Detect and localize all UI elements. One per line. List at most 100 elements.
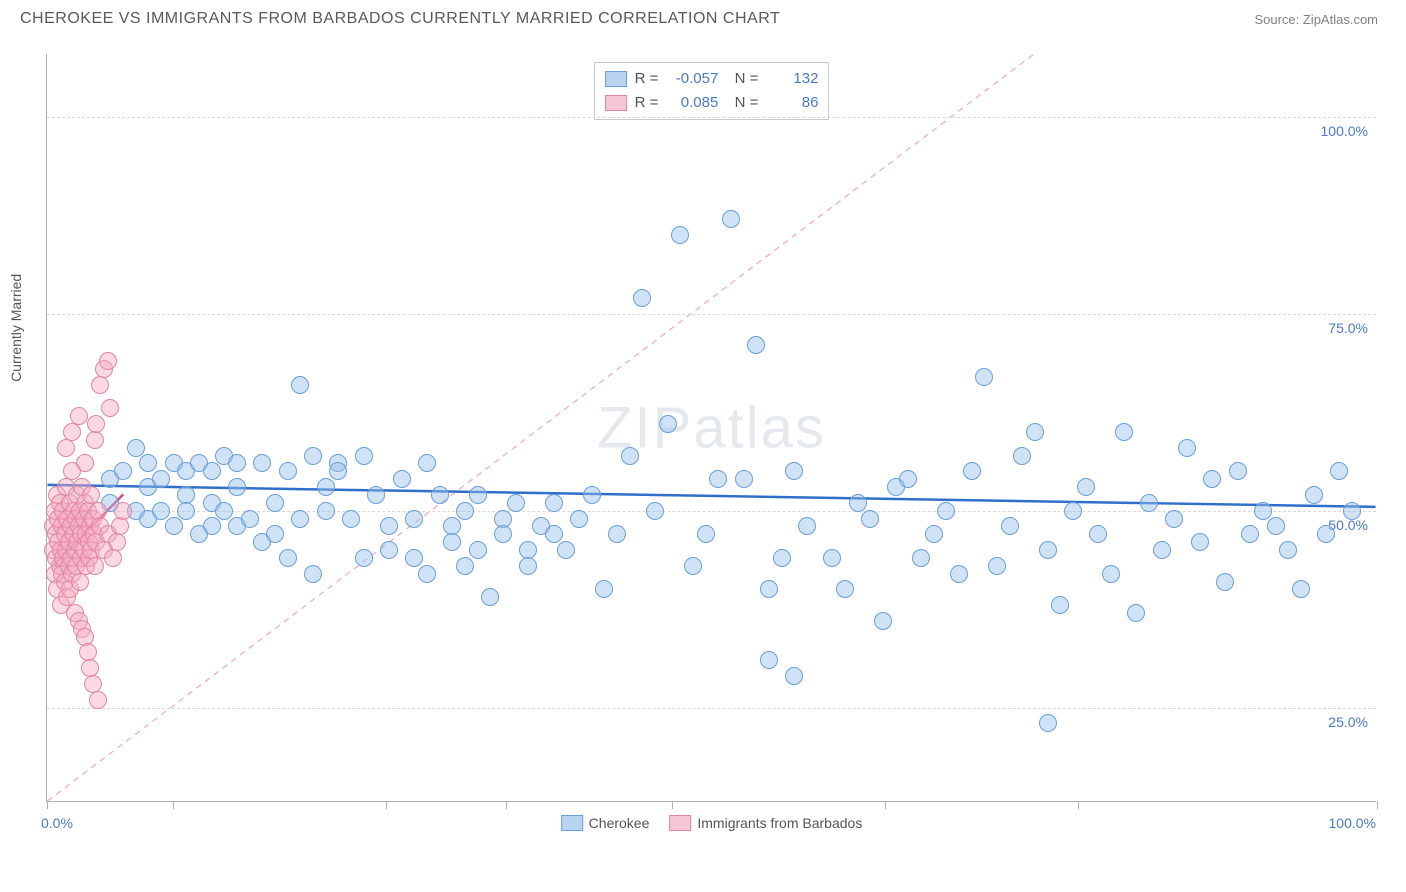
x-tick <box>506 801 507 809</box>
data-point <box>494 525 512 543</box>
data-point <box>595 580 613 598</box>
data-point <box>747 336 765 354</box>
data-point <box>1039 541 1057 559</box>
source-attribution: Source: ZipAtlas.com <box>1254 12 1378 27</box>
y-axis-title: Currently Married <box>8 274 24 382</box>
data-point <box>722 210 740 228</box>
data-point <box>108 533 126 551</box>
data-point <box>1115 423 1133 441</box>
data-point <box>76 454 94 472</box>
data-point <box>684 557 702 575</box>
data-point <box>912 549 930 567</box>
data-point <box>1089 525 1107 543</box>
data-point <box>937 502 955 520</box>
data-point <box>71 573 89 591</box>
data-point <box>203 462 221 480</box>
r-label: R = <box>635 67 659 91</box>
gridline <box>47 708 1376 709</box>
data-point <box>1013 447 1031 465</box>
swatch-pink <box>669 815 691 831</box>
legend-stats-row: R = 0.085 N = 86 <box>605 91 819 115</box>
data-point <box>507 494 525 512</box>
x-tick <box>386 801 387 809</box>
swatch-blue <box>605 71 627 87</box>
data-point <box>1229 462 1247 480</box>
data-point <box>329 462 347 480</box>
data-point <box>342 510 360 528</box>
n-value-blue: 132 <box>766 67 818 91</box>
data-point <box>355 549 373 567</box>
data-point <box>1305 486 1323 504</box>
data-point <box>760 580 778 598</box>
data-point <box>405 549 423 567</box>
data-point <box>317 502 335 520</box>
y-axis-label: 75.0% <box>1328 320 1368 336</box>
data-point <box>57 439 75 457</box>
data-point <box>443 533 461 551</box>
data-point <box>418 565 436 583</box>
data-point <box>963 462 981 480</box>
data-point <box>519 557 537 575</box>
data-point <box>798 517 816 535</box>
data-point <box>659 415 677 433</box>
data-point <box>215 502 233 520</box>
x-axis-max-label: 100.0% <box>1329 815 1376 831</box>
data-point <box>469 486 487 504</box>
data-point <box>87 415 105 433</box>
x-axis-min-label: 0.0% <box>41 815 73 831</box>
data-point <box>104 549 122 567</box>
data-point <box>1165 510 1183 528</box>
data-point <box>304 447 322 465</box>
data-point <box>177 502 195 520</box>
data-point <box>1064 502 1082 520</box>
data-point <box>380 541 398 559</box>
data-point <box>557 541 575 559</box>
legend-stats-box: R = -0.057 N = 132 R = 0.085 N = 86 <box>594 62 830 120</box>
data-point <box>127 439 145 457</box>
data-point <box>1317 525 1335 543</box>
data-point <box>114 462 132 480</box>
header: CHEROKEE VS IMMIGRANTS FROM BARBADOS CUR… <box>0 0 1406 36</box>
data-point <box>152 502 170 520</box>
data-point <box>367 486 385 504</box>
data-point <box>405 510 423 528</box>
data-point <box>1279 541 1297 559</box>
data-point <box>1051 596 1069 614</box>
bottom-legend: Cherokee Immigrants from Barbados <box>561 815 863 831</box>
data-point <box>1039 714 1057 732</box>
legend-label: Cherokee <box>589 815 650 831</box>
data-point <box>101 399 119 417</box>
data-point <box>291 376 309 394</box>
data-point <box>99 352 117 370</box>
data-point <box>279 549 297 567</box>
data-point <box>671 226 689 244</box>
data-point <box>266 525 284 543</box>
data-point <box>709 470 727 488</box>
data-point <box>849 494 867 512</box>
data-point <box>266 494 284 512</box>
data-point <box>1241 525 1259 543</box>
data-point <box>317 478 335 496</box>
legend-item: Immigrants from Barbados <box>669 815 862 831</box>
y-axis-label: 25.0% <box>1328 714 1368 730</box>
chart-title: CHEROKEE VS IMMIGRANTS FROM BARBADOS CUR… <box>20 10 780 28</box>
x-tick <box>1078 801 1079 809</box>
n-label: N = <box>726 67 758 91</box>
data-point <box>63 423 81 441</box>
x-tick <box>47 801 48 809</box>
data-point <box>1077 478 1095 496</box>
data-point <box>165 517 183 535</box>
data-point <box>1292 580 1310 598</box>
data-point <box>785 462 803 480</box>
data-point <box>86 431 104 449</box>
data-point <box>1127 604 1145 622</box>
data-point <box>1191 533 1209 551</box>
data-point <box>735 470 753 488</box>
data-point <box>545 494 563 512</box>
data-point <box>228 454 246 472</box>
data-point <box>773 549 791 567</box>
y-axis-label: 100.0% <box>1321 123 1368 139</box>
data-point <box>152 470 170 488</box>
data-point <box>646 502 664 520</box>
data-point <box>443 517 461 535</box>
